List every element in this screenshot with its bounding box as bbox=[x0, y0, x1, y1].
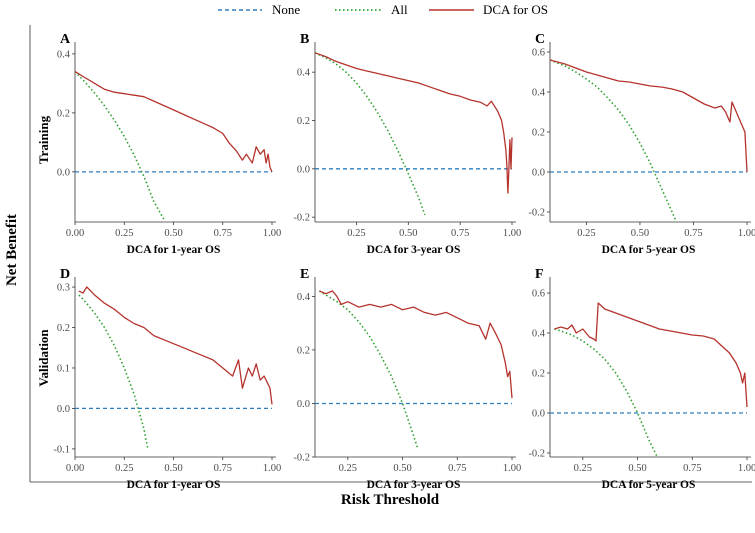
y-tick-label-f-3: 0.4 bbox=[532, 329, 546, 340]
y-tick-label-b-3: 0.4 bbox=[297, 68, 311, 79]
panels: A 0.0 0.2 0.4 0.00 0.25 0.50 0.75 1.00 DCA for 1-… bbox=[53, 32, 755, 491]
y-tick-label-d-4: 0.3 bbox=[57, 283, 70, 294]
legend: None All DCA for OS bbox=[218, 2, 548, 17]
series-all-b bbox=[314, 52, 426, 216]
y-tick-label-f-2: 0.2 bbox=[532, 369, 545, 380]
x-tick-label-a-2: 0.50 bbox=[164, 228, 182, 239]
x-tick-label-b-2: 0.75 bbox=[451, 228, 469, 239]
x-tick-label-e-3: 1.00 bbox=[503, 463, 521, 474]
y-tick-label-d-3: 0.2 bbox=[57, 323, 70, 334]
x-tick-label-c-1: 0.50 bbox=[631, 228, 649, 239]
y-tick-label-c-0: -0.2 bbox=[528, 208, 545, 219]
x-tick-label-d-2: 0.50 bbox=[164, 463, 182, 474]
series-dca-d bbox=[78, 286, 273, 405]
x-tick-label-e-1: 0.50 bbox=[393, 463, 411, 474]
series-dca-b bbox=[314, 52, 513, 194]
panel-xlabel-c: DCA for 5-year OS bbox=[602, 244, 696, 256]
x-axis-title: Risk Threshold bbox=[341, 492, 440, 508]
y-tick-label-b-0: -0.2 bbox=[293, 213, 310, 224]
x-tick-label-d-1: 0.25 bbox=[115, 463, 133, 474]
legend-label-all: All bbox=[391, 2, 408, 17]
y-tick-label-d-0: -0.1 bbox=[53, 444, 70, 455]
x-tick-label-f-0: 0.25 bbox=[574, 463, 592, 474]
panel-f: F -0.2 0.0 0.2 0.4 0.6 0.25 0.50 0.75 1.00 DCA for… bbox=[528, 267, 755, 491]
x-tick-label-f-1: 0.50 bbox=[628, 463, 646, 474]
x-tick-label-c-2: 0.75 bbox=[684, 228, 702, 239]
panel-letter-f: F bbox=[535, 267, 544, 282]
x-tick-label-a-3: 0.75 bbox=[214, 228, 232, 239]
y-tick-label-d-2: 0.1 bbox=[57, 363, 70, 374]
panel-letter-c: C bbox=[535, 32, 545, 47]
y-tick-label-c-1: 0.0 bbox=[532, 168, 545, 179]
y-tick-label-b-1: 0.0 bbox=[297, 164, 310, 175]
series-dca-e bbox=[319, 290, 513, 399]
y-tick-label-c-2: 0.2 bbox=[532, 128, 545, 139]
panel-xlabel-f: DCA for 5-year OS bbox=[602, 479, 696, 491]
x-tick-label-a-0: 0.00 bbox=[66, 228, 84, 239]
y-tick-label-e-0: -0.2 bbox=[293, 453, 310, 464]
panel-xlabel-a: DCA for 1-year OS bbox=[127, 244, 221, 256]
y-tick-label-d-1: 0.0 bbox=[57, 404, 70, 415]
panel-letter-b: B bbox=[300, 32, 309, 47]
panel-b: B -0.2 0.0 0.2 0.4 0.25 0.50 0.75 1.00 DCA for 3-… bbox=[293, 32, 521, 256]
y-tick-label-a-0: 0.0 bbox=[57, 167, 70, 178]
legend-label-dca: DCA for OS bbox=[483, 2, 548, 17]
y-tick-label-e-3: 0.4 bbox=[297, 292, 311, 303]
panel-letter-a: A bbox=[60, 32, 71, 47]
y-tick-label-e-2: 0.2 bbox=[297, 345, 310, 356]
row-label-validation: Validation bbox=[36, 329, 51, 387]
panel-xlabel-b: DCA for 3-year OS bbox=[367, 244, 461, 256]
panel-xlabel-e: DCA for 3-year OS bbox=[367, 479, 461, 491]
series-dca-c bbox=[549, 59, 748, 173]
x-tick-label-c-3: 1.00 bbox=[738, 228, 755, 239]
panel-a: A 0.0 0.2 0.4 0.00 0.25 0.50 0.75 1.00 DCA for 1-… bbox=[57, 32, 281, 256]
x-tick-label-d-0: 0.00 bbox=[66, 463, 84, 474]
x-tick-label-b-0: 0.25 bbox=[347, 228, 365, 239]
y-tick-label-a-1: 0.2 bbox=[57, 108, 70, 119]
x-tick-label-b-1: 0.50 bbox=[399, 228, 417, 239]
y-tick-label-b-2: 0.2 bbox=[297, 116, 310, 127]
x-tick-label-e-0: 0.25 bbox=[339, 463, 357, 474]
panel-letter-e: E bbox=[300, 267, 309, 282]
x-tick-label-c-0: 0.25 bbox=[577, 228, 595, 239]
panel-c: C -0.2 0.0 0.2 0.4 0.6 0.25 0.50 0.75 1.00 DCA for… bbox=[528, 32, 755, 256]
x-tick-label-e-2: 0.75 bbox=[448, 463, 466, 474]
y-tick-label-f-0: -0.2 bbox=[528, 449, 545, 460]
x-tick-label-b-3: 1.00 bbox=[503, 228, 521, 239]
x-tick-label-d-3: 0.75 bbox=[214, 463, 232, 474]
series-all-e bbox=[318, 290, 419, 450]
series-all-c bbox=[549, 59, 678, 223]
series-dca-f bbox=[554, 302, 748, 408]
y-tick-label-a-2: 0.4 bbox=[57, 49, 71, 60]
y-tick-label-e-1: 0.0 bbox=[297, 399, 310, 410]
y-tick-label-c-4: 0.6 bbox=[532, 48, 545, 59]
y-tick-label-c-3: 0.4 bbox=[532, 88, 546, 99]
x-tick-label-d-4: 1.00 bbox=[263, 463, 281, 474]
panel-d: D -0.1 0.0 0.1 0.2 0.3 0.00 0.25 0.50 0.75 1.00 DCA… bbox=[53, 267, 281, 491]
x-tick-label-f-2: 0.75 bbox=[683, 463, 701, 474]
series-all-f bbox=[554, 328, 659, 458]
x-tick-label-a-1: 0.25 bbox=[115, 228, 133, 239]
y-axis-title: Net Benefit bbox=[4, 214, 20, 286]
panel-letter-d: D bbox=[60, 267, 70, 282]
legend-label-none: None bbox=[272, 2, 300, 17]
y-tick-label-f-1: 0.0 bbox=[532, 409, 545, 420]
panel-xlabel-d: DCA for 1-year OS bbox=[127, 479, 221, 491]
y-tick-label-f-4: 0.6 bbox=[532, 289, 545, 300]
panel-e: E -0.2 0.0 0.2 0.4 0.25 0.50 0.75 1.00 DCA for 3-… bbox=[293, 267, 521, 491]
series-dca-a bbox=[74, 71, 273, 173]
x-tick-label-f-3: 1.00 bbox=[738, 463, 755, 474]
row-label-training: Training bbox=[36, 115, 51, 164]
series-all-a bbox=[74, 71, 165, 220]
series-all-d bbox=[78, 294, 149, 450]
x-tick-label-a-4: 1.00 bbox=[263, 228, 281, 239]
